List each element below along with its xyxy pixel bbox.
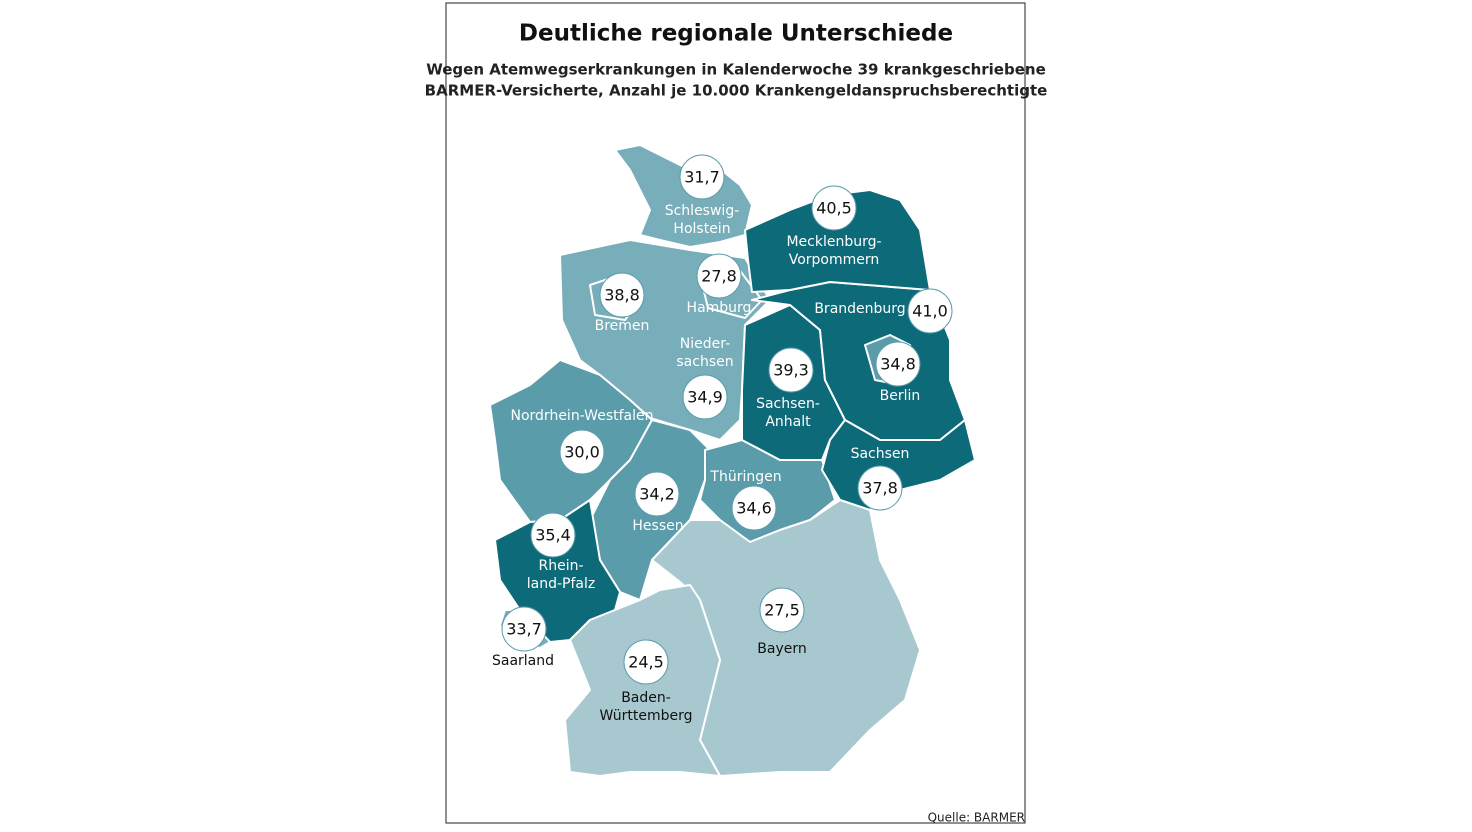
region-name: Brandenburg <box>814 301 905 317</box>
region-name: Berlin <box>880 388 921 404</box>
region-name: Saarland <box>492 653 554 669</box>
region-name: Nieder- <box>680 336 730 352</box>
subtitle: BARMER-Versicherte, Anzahl je 10.000 Kra… <box>425 82 1048 100</box>
value-label: 27,5 <box>764 601 800 620</box>
value-bubble <box>679 154 725 200</box>
region-name: land-Pfalz <box>527 576 595 592</box>
region-name: Holstein <box>673 221 730 237</box>
value-bubble <box>768 347 814 393</box>
value-label: 33,7 <box>506 620 542 639</box>
region-name: Vorpommern <box>789 252 880 268</box>
value-label: 34,2 <box>639 485 675 504</box>
value-bubble <box>501 606 547 652</box>
region-name: Schleswig- <box>665 203 740 219</box>
value-label: 24,5 <box>628 653 664 672</box>
region-name: sachsen <box>676 354 733 370</box>
region-name: Hamburg <box>687 300 752 316</box>
region-name: Anhalt <box>765 414 811 430</box>
value-bubble <box>759 587 805 633</box>
value-bubble <box>634 471 680 517</box>
value-label: 38,8 <box>604 286 640 305</box>
region-name: Sachsen <box>851 446 910 462</box>
value-bubble <box>682 374 728 420</box>
region-name: Mecklenburg- <box>786 234 881 250</box>
value-label: 31,7 <box>684 168 720 187</box>
value-bubble <box>907 288 953 334</box>
value-bubble <box>811 185 857 231</box>
source: Quelle: BARMER <box>928 811 1025 825</box>
region-name: Baden- <box>621 690 671 706</box>
value-bubble <box>696 253 742 299</box>
value-label: 35,4 <box>535 526 571 545</box>
region-name: Bayern <box>757 641 806 657</box>
region-name: Sachsen- <box>756 396 820 412</box>
value-label: 27,8 <box>701 267 737 286</box>
value-label: 39,3 <box>773 361 809 380</box>
value-bubble <box>599 272 645 318</box>
value-label: 34,8 <box>880 355 916 374</box>
region-name: Rhein- <box>538 558 583 574</box>
value-bubble <box>623 639 669 685</box>
title: Deutliche regionale Unterschiede <box>519 21 953 47</box>
value-bubble <box>530 512 576 558</box>
value-bubble <box>857 465 903 511</box>
value-label: 30,0 <box>564 443 600 462</box>
region-name: Nordrhein-Westfalen <box>511 408 654 424</box>
value-bubble <box>731 485 777 531</box>
value-label: 41,0 <box>912 302 948 321</box>
region-name: Thüringen <box>709 469 781 485</box>
value-bubble <box>875 341 921 387</box>
value-bubble <box>559 429 605 475</box>
value-label: 34,6 <box>736 499 772 518</box>
region-name: Hessen <box>632 518 683 534</box>
region-name: Württemberg <box>599 708 692 724</box>
value-label: 37,8 <box>862 479 898 498</box>
subtitle: Wegen Atemwegserkrankungen in Kalenderwo… <box>426 61 1046 79</box>
region-name: Bremen <box>595 318 650 334</box>
value-label: 40,5 <box>816 199 852 218</box>
value-label: 34,9 <box>687 388 723 407</box>
